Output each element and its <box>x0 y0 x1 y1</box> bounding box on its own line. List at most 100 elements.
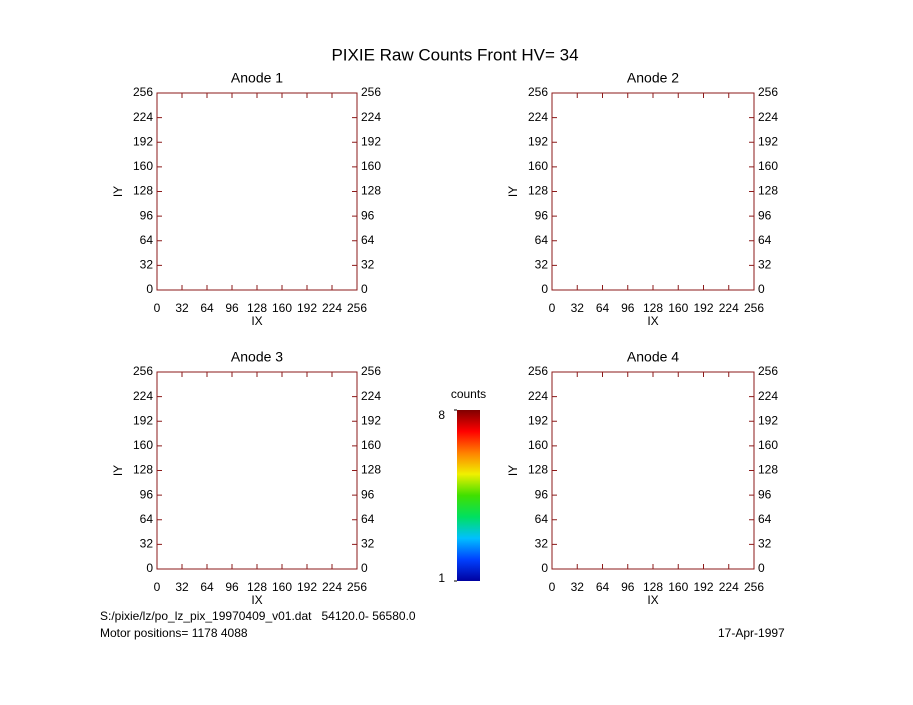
y-tick-label: 224 <box>133 389 153 403</box>
y-tick-label: 64 <box>140 512 154 526</box>
y-tick-label-right: 32 <box>361 537 375 551</box>
y-tick-label-right: 32 <box>758 258 772 272</box>
x-tick-label: 256 <box>347 580 367 594</box>
x-tick-label: 96 <box>225 580 239 594</box>
y-tick-label: 160 <box>133 438 153 452</box>
y-tick-label: 128 <box>133 463 153 477</box>
y-tick-label: 160 <box>528 438 548 452</box>
y-tick-label: 0 <box>146 561 153 575</box>
y-tick-label-right: 192 <box>758 413 778 427</box>
x-tick-label: 160 <box>272 580 292 594</box>
y-tick-label-right: 192 <box>758 134 778 148</box>
y-tick-label-right: 192 <box>361 413 381 427</box>
y-axis-label: IY <box>506 186 520 197</box>
footer-date: 17-Apr-1997 <box>718 626 785 640</box>
x-tick-label: 224 <box>719 580 739 594</box>
x-tick-label: 256 <box>744 301 764 315</box>
y-tick-label: 224 <box>528 389 548 403</box>
y-tick-label-right: 224 <box>361 110 381 124</box>
y-tick-label: 256 <box>528 364 548 378</box>
x-tick-label: 256 <box>744 580 764 594</box>
panel-title: Anode 1 <box>231 70 283 86</box>
x-tick-label: 0 <box>154 301 161 315</box>
y-tick-label: 192 <box>133 134 153 148</box>
y-tick-label-right: 160 <box>758 159 778 173</box>
colorbar-tick-label: 1 <box>438 571 445 585</box>
y-tick-label: 192 <box>528 413 548 427</box>
x-tick-label: 192 <box>297 580 317 594</box>
y-tick-label-right: 128 <box>758 184 778 198</box>
x-axis-label: IX <box>251 593 262 607</box>
y-tick-label: 0 <box>541 561 548 575</box>
x-tick-label: 32 <box>175 580 189 594</box>
x-tick-label: 128 <box>247 580 267 594</box>
y-tick-label-right: 0 <box>758 282 765 296</box>
y-tick-label-right: 32 <box>758 537 772 551</box>
y-tick-label: 256 <box>528 85 548 99</box>
x-axis-label: IX <box>647 593 658 607</box>
y-tick-label-right: 96 <box>758 208 772 222</box>
x-tick-label: 32 <box>571 301 585 315</box>
x-tick-label: 192 <box>693 580 713 594</box>
y-tick-label: 224 <box>133 110 153 124</box>
y-tick-label: 256 <box>133 85 153 99</box>
y-tick-label-right: 96 <box>361 487 375 501</box>
y-tick-label-right: 0 <box>758 561 765 575</box>
y-axis-label: IY <box>506 465 520 476</box>
y-tick-label-right: 96 <box>758 487 772 501</box>
figure-title: PIXIE Raw Counts Front HV= 34 <box>331 45 578 64</box>
y-tick-label: 160 <box>133 159 153 173</box>
x-tick-label: 0 <box>549 301 556 315</box>
y-tick-label: 96 <box>140 487 154 501</box>
y-tick-label: 192 <box>528 134 548 148</box>
x-tick-label: 224 <box>719 301 739 315</box>
x-tick-label: 96 <box>621 580 635 594</box>
x-tick-label: 128 <box>643 580 663 594</box>
y-tick-label: 128 <box>133 184 153 198</box>
x-tick-label: 256 <box>347 301 367 315</box>
x-tick-label: 64 <box>200 301 214 315</box>
x-tick-label: 192 <box>297 301 317 315</box>
y-axis-label: IY <box>111 465 125 476</box>
y-tick-label: 256 <box>133 364 153 378</box>
y-tick-label-right: 64 <box>361 512 375 526</box>
x-axis-label: IX <box>647 314 658 328</box>
x-tick-label: 64 <box>200 580 214 594</box>
y-tick-label-right: 256 <box>361 364 381 378</box>
y-tick-label-right: 160 <box>361 159 381 173</box>
y-tick-label-right: 160 <box>361 438 381 452</box>
x-tick-label: 128 <box>247 301 267 315</box>
y-tick-label-right: 128 <box>361 184 381 198</box>
x-tick-label: 160 <box>668 580 688 594</box>
footer-motor: Motor positions= 1178 4088 <box>100 626 248 640</box>
y-tick-label-right: 256 <box>361 85 381 99</box>
x-tick-label: 96 <box>225 301 239 315</box>
y-tick-label-right: 32 <box>361 258 375 272</box>
y-tick-label: 224 <box>528 110 548 124</box>
y-tick-label: 64 <box>535 233 549 247</box>
colorbar-tick-label: 8 <box>438 408 445 422</box>
y-tick-label: 64 <box>140 233 154 247</box>
y-tick-label: 96 <box>535 487 549 501</box>
x-tick-label: 224 <box>322 301 342 315</box>
y-axis-label: IY <box>111 186 125 197</box>
panel-title: Anode 2 <box>627 70 679 86</box>
y-tick-label-right: 128 <box>361 463 381 477</box>
x-tick-label: 160 <box>272 301 292 315</box>
y-tick-label-right: 64 <box>758 512 772 526</box>
y-tick-label-right: 160 <box>758 438 778 452</box>
y-tick-label: 32 <box>535 258 549 272</box>
y-tick-label: 0 <box>541 282 548 296</box>
y-tick-label-right: 256 <box>758 364 778 378</box>
y-tick-label-right: 0 <box>361 282 368 296</box>
y-tick-label: 64 <box>535 512 549 526</box>
y-tick-label-right: 64 <box>758 233 772 247</box>
x-tick-label: 128 <box>643 301 663 315</box>
panel-title: Anode 4 <box>627 349 679 365</box>
y-tick-label-right: 96 <box>361 208 375 222</box>
y-tick-label-right: 224 <box>758 389 778 403</box>
y-tick-label: 96 <box>140 208 154 222</box>
y-tick-label: 32 <box>535 537 549 551</box>
x-tick-label: 32 <box>571 580 585 594</box>
x-tick-label: 64 <box>596 580 610 594</box>
